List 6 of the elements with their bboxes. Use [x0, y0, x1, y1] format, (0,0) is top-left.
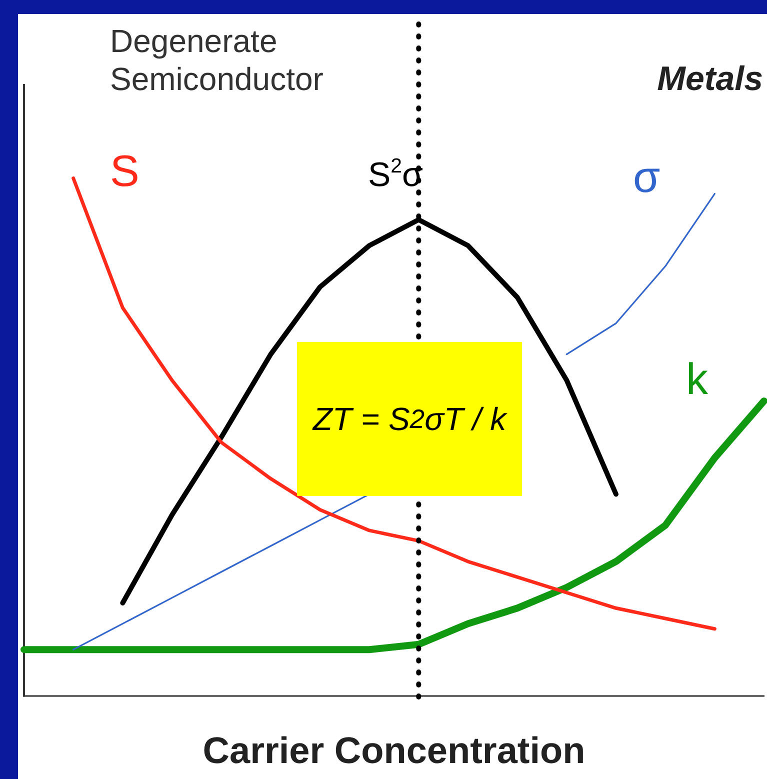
series-label: σ — [633, 153, 660, 202]
series-label: S — [110, 147, 140, 196]
text: Degenerate Semiconductor — [110, 23, 324, 97]
text: Metals — [657, 60, 763, 98]
x-axis-title: Carrier Concentration — [202, 730, 586, 772]
series-label: k — [686, 355, 709, 404]
